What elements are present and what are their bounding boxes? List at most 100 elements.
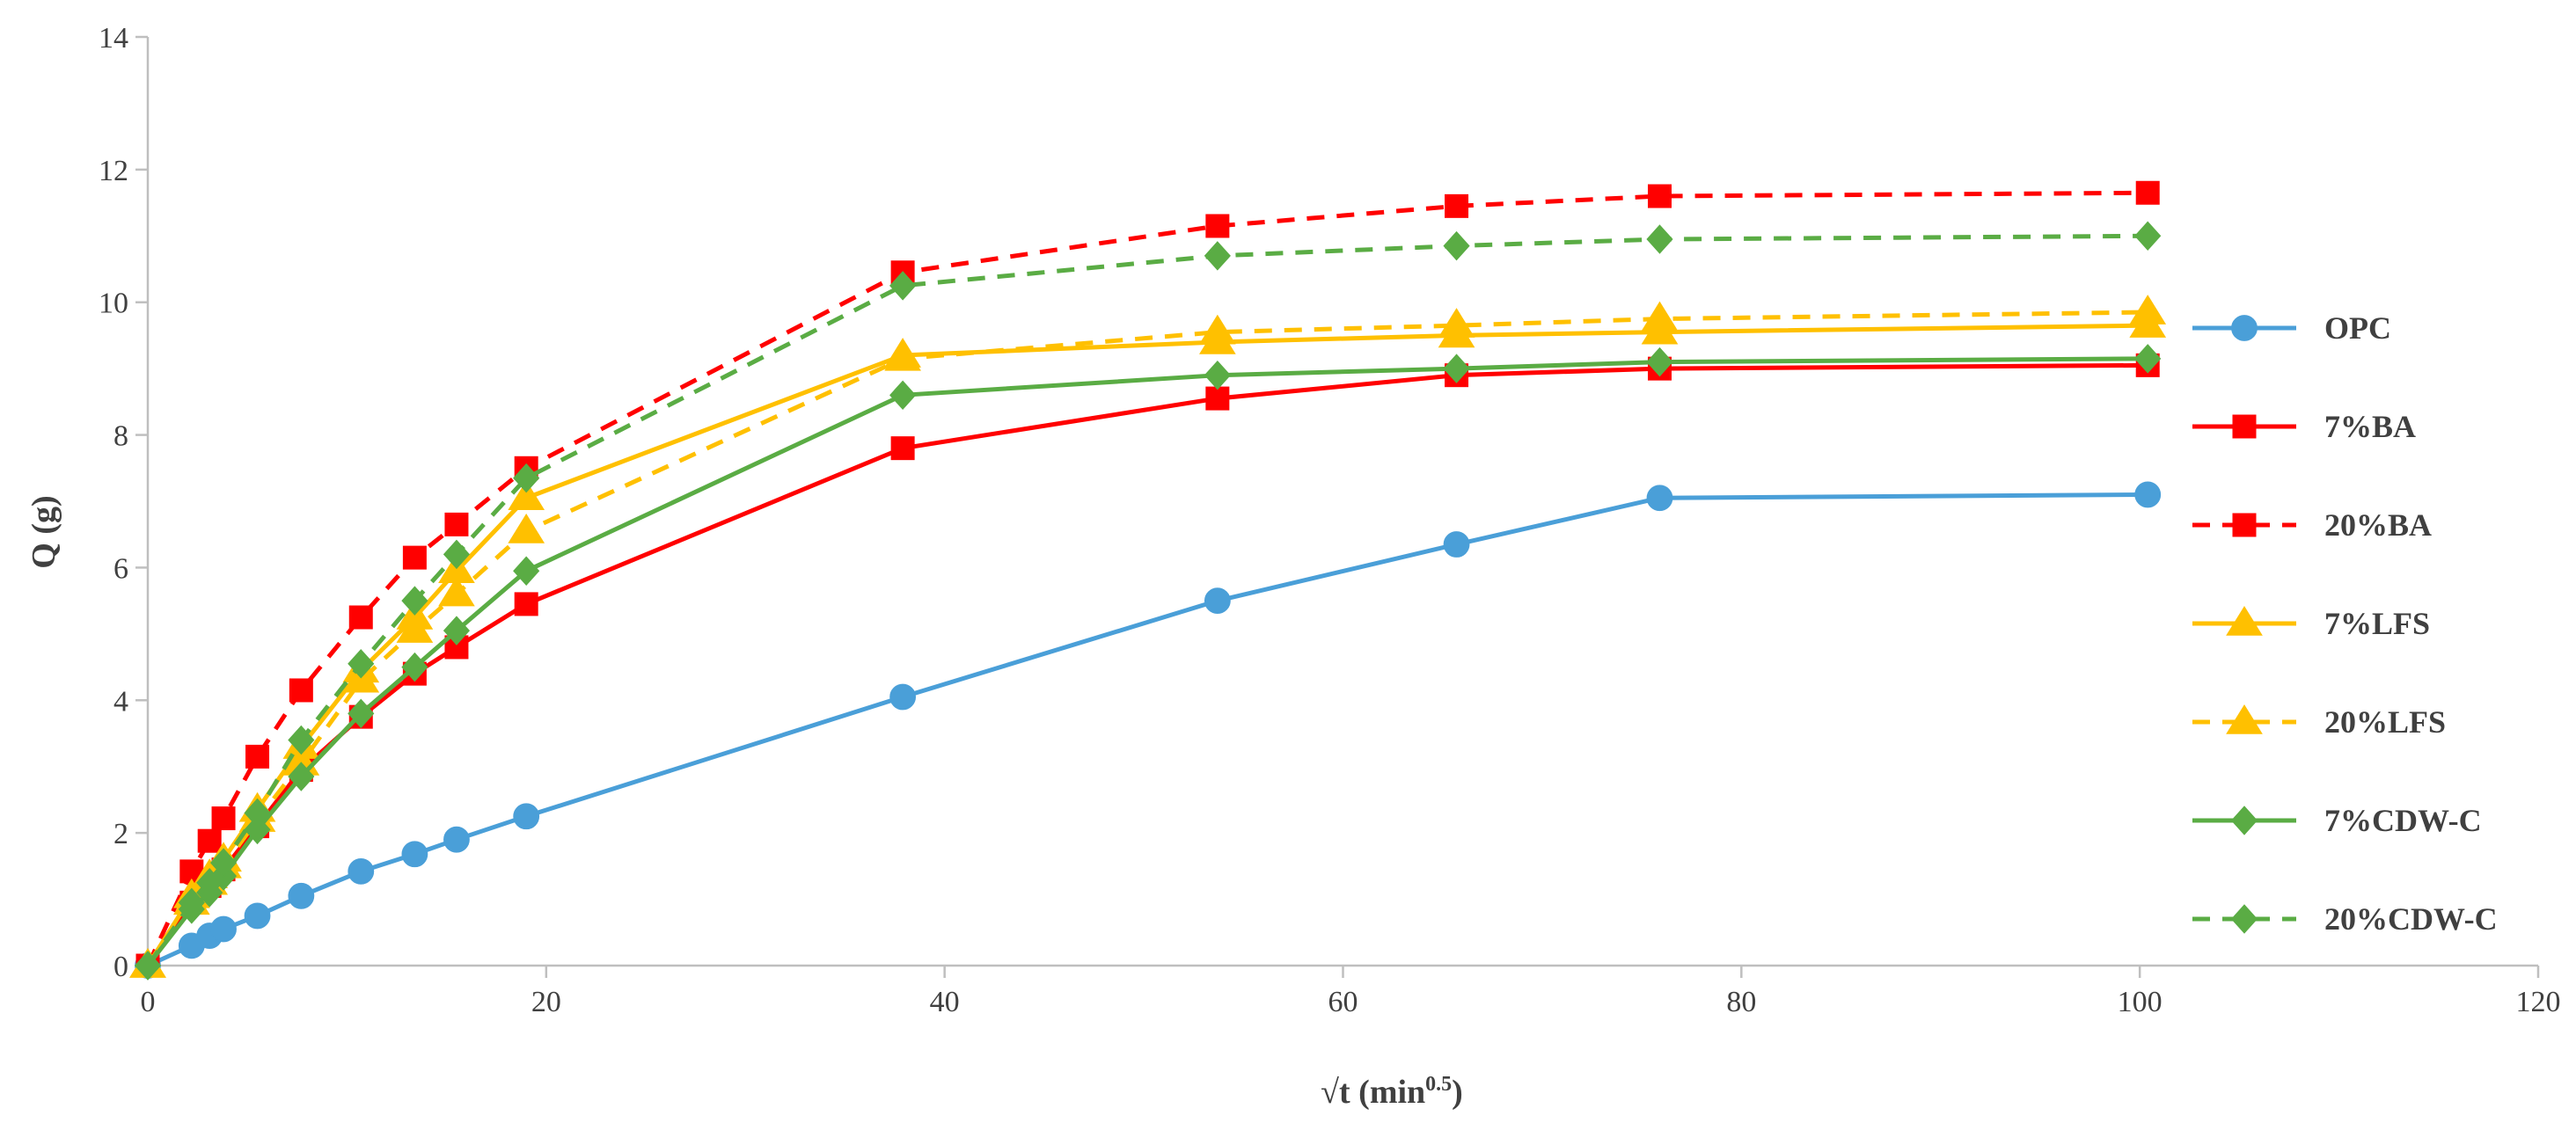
data-point bbox=[209, 848, 238, 878]
data-point bbox=[1438, 308, 1475, 338]
legend-label: 20%CDW-C bbox=[2324, 901, 2498, 937]
x-axis-title-sup: 0.5 bbox=[1425, 1073, 1452, 1096]
y-tick-label: 14 bbox=[99, 22, 128, 55]
x-axis-title: √t (min0.5) bbox=[1321, 1073, 1463, 1111]
data-point bbox=[1443, 531, 1470, 558]
y-tick-label: 0 bbox=[113, 951, 128, 983]
data-point bbox=[1646, 224, 1673, 254]
data-point bbox=[2134, 344, 2162, 374]
data-point bbox=[1641, 301, 1679, 332]
legend-marker bbox=[2231, 315, 2258, 341]
data-point bbox=[1646, 346, 1673, 377]
series-line bbox=[145, 362, 2148, 967]
legend-marker bbox=[2230, 904, 2258, 934]
data-point bbox=[401, 586, 428, 616]
legend-marker bbox=[2226, 606, 2263, 636]
legend-entry: 7%LFS bbox=[2192, 606, 2430, 641]
legend-entry: 20%BA bbox=[2192, 507, 2432, 543]
series-20-cdw-c bbox=[134, 221, 2162, 981]
data-point bbox=[443, 616, 471, 645]
y-tick-label: 10 bbox=[99, 288, 128, 320]
legend: OPC 7%BA 20%BA 7%LFS 20%LFS 7%CDW-C 20%CDW-C bbox=[2192, 310, 2498, 937]
data-point bbox=[178, 887, 205, 918]
data-point bbox=[244, 798, 271, 828]
data-point bbox=[889, 683, 917, 711]
data-point bbox=[244, 814, 271, 845]
data-point bbox=[2134, 221, 2162, 252]
data-point bbox=[211, 806, 236, 831]
data-point bbox=[288, 725, 315, 755]
legend-entry: 20%CDW-C bbox=[2192, 901, 2498, 937]
y-tick-label: 12 bbox=[99, 155, 128, 187]
legend-label: OPC bbox=[2324, 310, 2391, 346]
x-tick-label: 80 bbox=[1726, 986, 1756, 1018]
series-20-ba bbox=[135, 180, 2160, 978]
y-tick-label: 8 bbox=[113, 420, 128, 453]
data-point bbox=[1648, 184, 1672, 208]
data-point bbox=[288, 762, 315, 791]
data-point bbox=[508, 513, 545, 543]
data-point bbox=[348, 698, 375, 729]
series-7-ba bbox=[135, 353, 2160, 978]
data-point bbox=[1205, 386, 1230, 411]
legend-label: 20%LFS bbox=[2324, 704, 2446, 740]
data-point bbox=[1443, 230, 1470, 261]
data-point bbox=[196, 867, 223, 898]
x-tick-label: 120 bbox=[2516, 986, 2561, 1018]
data-point bbox=[1204, 241, 1231, 271]
data-point bbox=[1199, 314, 1236, 345]
data-point bbox=[396, 613, 434, 643]
legend-label: 7%LFS bbox=[2324, 606, 2430, 641]
x-axis-title-main: √t (min bbox=[1321, 1074, 1425, 1111]
series-layer bbox=[129, 180, 2167, 981]
data-point bbox=[1646, 485, 1673, 512]
data-point bbox=[1204, 587, 1231, 615]
legend-marker bbox=[2232, 513, 2257, 537]
y-tick-label: 4 bbox=[113, 685, 128, 718]
series-line bbox=[146, 492, 2148, 968]
data-point bbox=[2135, 180, 2160, 205]
legend-label: 7%BA bbox=[2324, 409, 2416, 444]
legend-entry: 7%BA bbox=[2192, 409, 2416, 444]
data-point bbox=[2129, 295, 2167, 325]
x-tick-label: 100 bbox=[2118, 986, 2163, 1018]
legend-marker bbox=[2232, 414, 2257, 439]
data-point bbox=[1443, 354, 1470, 383]
data-point bbox=[438, 576, 475, 607]
data-point bbox=[513, 556, 540, 586]
data-point bbox=[348, 649, 375, 679]
data-point bbox=[401, 841, 428, 868]
series-line bbox=[146, 356, 2148, 967]
data-point bbox=[884, 340, 921, 371]
legend-entry: 20%LFS bbox=[2192, 704, 2446, 740]
y-axis-title: Q (g) bbox=[26, 495, 62, 568]
data-point bbox=[289, 678, 313, 703]
data-point bbox=[1445, 193, 1469, 218]
data-point bbox=[402, 545, 427, 570]
legend-entry: OPC bbox=[2192, 310, 2391, 346]
data-point bbox=[210, 915, 237, 943]
legend-entry: 7%CDW-C bbox=[2192, 803, 2482, 838]
data-point bbox=[444, 512, 469, 536]
legend-marker bbox=[2230, 806, 2258, 835]
y-tick-label: 6 bbox=[113, 552, 128, 585]
series-opc bbox=[135, 481, 2162, 979]
data-point bbox=[889, 380, 917, 411]
x-tick-label: 60 bbox=[1328, 986, 1358, 1018]
y-tick-label: 2 bbox=[113, 818, 128, 850]
data-point bbox=[890, 436, 915, 461]
series-20-lfs bbox=[129, 295, 2167, 978]
data-point bbox=[508, 480, 545, 511]
data-point bbox=[443, 539, 471, 570]
x-tick-label: 0 bbox=[141, 986, 156, 1018]
data-point bbox=[889, 271, 917, 301]
axes: 0 20 40 60 80 100 120 0 2 4 6 8 10 12 14 bbox=[99, 22, 2561, 1018]
x-tick-label: 40 bbox=[930, 986, 960, 1018]
data-point bbox=[288, 882, 315, 909]
data-point bbox=[244, 902, 271, 930]
data-point bbox=[401, 652, 428, 682]
data-point bbox=[348, 857, 375, 885]
x-tick-label: 20 bbox=[531, 986, 561, 1018]
data-point bbox=[1205, 214, 1230, 238]
